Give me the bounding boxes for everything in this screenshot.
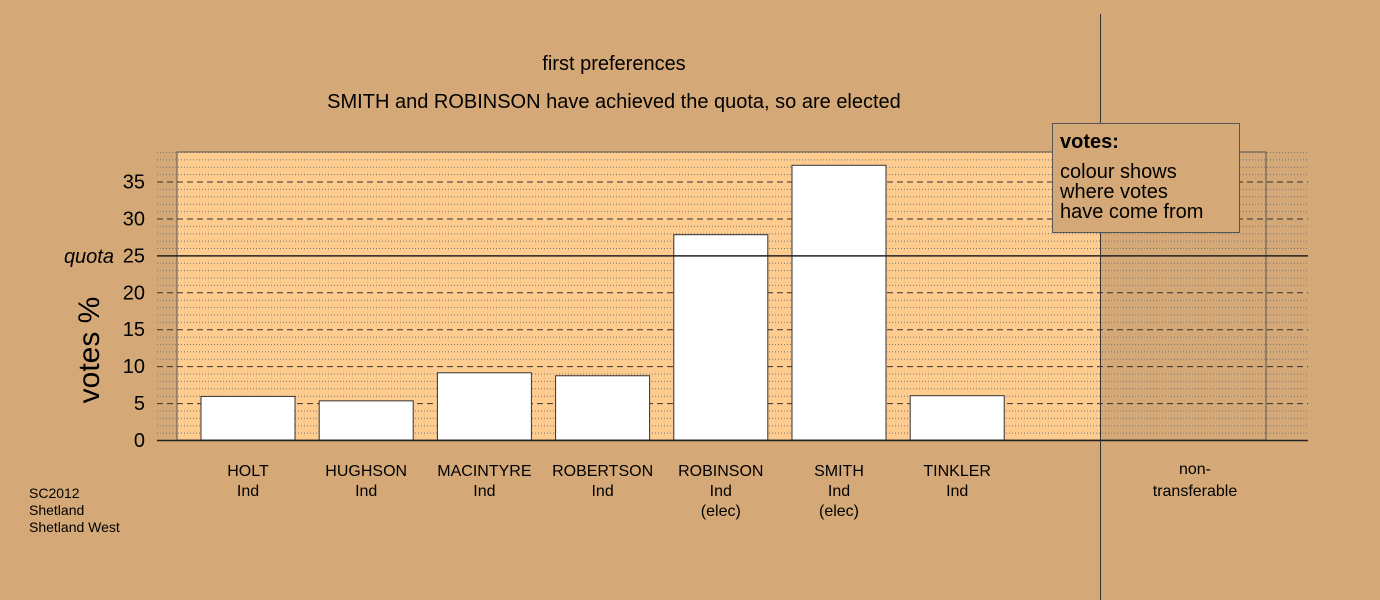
bar-macintyre — [436, 372, 532, 441]
legend-title: votes: — [1060, 131, 1119, 153]
x-tick-party: Ind — [355, 483, 377, 500]
y-tick-label: 35 — [123, 172, 145, 194]
legend: votes: colour shows where votes have com… — [1052, 123, 1240, 233]
x-tick-label: ROBERTSON — [552, 463, 653, 480]
chart-subtitle: SMITH and ROBINSON have achieved the quo… — [327, 91, 901, 113]
bar-tinkler — [909, 395, 1005, 441]
bar-robinson — [673, 234, 769, 441]
x-tick-label: HUGHSON — [325, 463, 407, 480]
x-tick-label: SMITH — [814, 463, 864, 480]
chart-title: first preferences — [542, 53, 686, 75]
bar-robertson — [555, 375, 651, 441]
y-tick-label: 0 — [134, 430, 145, 452]
x-tick-label: TINKLER — [923, 463, 991, 480]
y-tick-label: 30 — [123, 208, 145, 230]
x-tick-party: Ind — [237, 483, 259, 500]
x-tick-party: Ind — [828, 483, 850, 500]
x-tick-label: HOLT — [227, 463, 269, 480]
legend-line: have come from — [1060, 201, 1204, 223]
x-tick-status: (elec) — [701, 503, 741, 520]
x-tick-label: MACINTYRE — [437, 463, 531, 480]
x-tick-party: Ind — [473, 483, 495, 500]
footer-line: Shetland West — [29, 519, 120, 535]
y-tick-label: 25 — [123, 245, 145, 267]
quota-label: quota — [64, 246, 114, 268]
x-tick-party: Ind — [710, 483, 732, 500]
footer-caption: SC2012 Shetland Shetland West — [29, 485, 120, 536]
x-tick-label: transferable — [1153, 483, 1238, 500]
footer-line: SC2012 — [29, 485, 80, 501]
legend-line: colour shows — [1060, 161, 1177, 183]
y-tick-label: 20 — [123, 282, 145, 304]
x-tick-party: Ind — [591, 483, 613, 500]
bar-smith — [791, 164, 887, 441]
x-tick-label: non- — [1179, 461, 1211, 478]
y-tick-label: 10 — [123, 356, 145, 378]
y-tick-label: 15 — [123, 319, 145, 341]
x-tick-party: Ind — [946, 483, 968, 500]
y-tick-label: 5 — [134, 393, 145, 415]
bar-holt — [200, 395, 296, 441]
x-tick-label: ROBINSON — [678, 463, 763, 480]
footer-line: Shetland — [29, 502, 85, 518]
legend-line: where votes — [1060, 181, 1168, 203]
y-axis-label: votes % — [73, 296, 106, 404]
bar-hughson — [318, 400, 414, 441]
x-tick-status: (elec) — [819, 503, 859, 520]
